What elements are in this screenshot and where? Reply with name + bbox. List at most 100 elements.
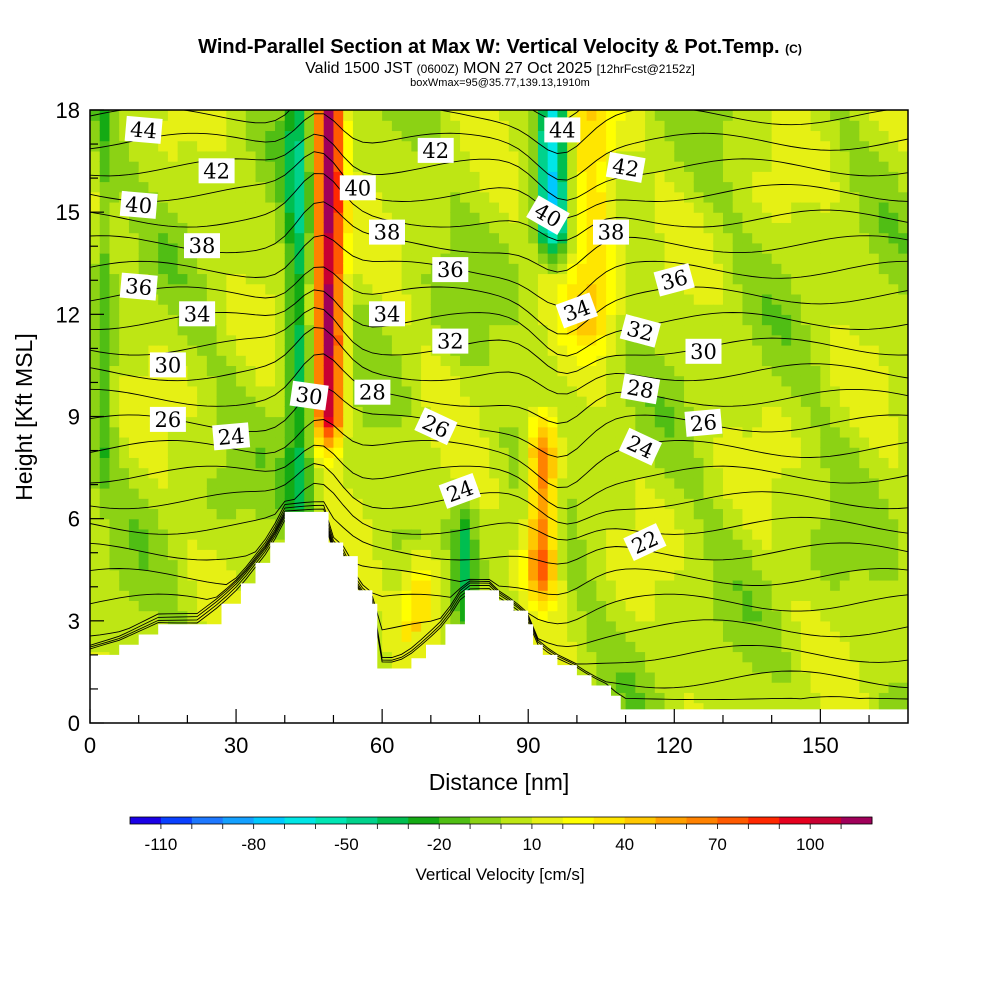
velocity-cell	[148, 436, 159, 448]
velocity-cell	[333, 222, 344, 234]
velocity-cell	[508, 467, 520, 479]
velocity-cell	[869, 191, 880, 203]
velocity-cell	[518, 600, 529, 612]
velocity-cell	[537, 447, 549, 458]
velocity-cell	[830, 150, 841, 162]
velocity-cell	[508, 130, 520, 142]
velocity-cell	[761, 610, 773, 622]
velocity-cell	[421, 181, 432, 193]
velocity-cell	[372, 161, 383, 172]
velocity-cell	[742, 671, 753, 683]
velocity-cell	[820, 171, 831, 183]
velocity-cell	[430, 569, 442, 581]
velocity-cell	[440, 539, 451, 550]
velocity-cell	[713, 682, 724, 693]
velocity-cell	[90, 201, 101, 213]
velocity-cell	[226, 273, 237, 285]
velocity-cell	[236, 457, 247, 469]
velocity-cell	[226, 385, 237, 397]
velocity-cell	[518, 314, 529, 326]
velocity-cell	[761, 324, 773, 336]
velocity-cell	[557, 324, 568, 336]
velocity-cell	[722, 447, 734, 458]
velocity-cell	[333, 447, 344, 458]
velocity-cell	[849, 263, 860, 275]
velocity-cell	[557, 334, 568, 346]
velocity-cell	[382, 477, 393, 489]
velocity-cell	[557, 559, 568, 571]
velocity-cell	[460, 508, 471, 520]
velocity-cell	[810, 375, 821, 387]
velocity-cell	[703, 447, 714, 458]
velocity-cell	[508, 181, 520, 193]
velocity-cell	[800, 539, 812, 550]
velocity-cell	[421, 242, 432, 254]
velocity-cell	[859, 600, 870, 612]
velocity-cell	[90, 549, 101, 561]
velocity-cell	[664, 477, 675, 489]
velocity-cell	[732, 549, 744, 561]
velocity-cell	[411, 518, 422, 530]
velocity-cell	[722, 549, 734, 561]
velocity-cell	[635, 692, 646, 704]
velocity-cell	[518, 263, 529, 275]
velocity-cell	[878, 528, 890, 540]
velocity-cell	[148, 385, 159, 397]
velocity-cell	[684, 150, 695, 162]
velocity-cell	[742, 273, 753, 285]
velocity-cell	[606, 539, 617, 550]
velocity-cell	[654, 222, 666, 234]
velocity-cell	[742, 161, 753, 172]
velocity-cell	[576, 385, 588, 397]
velocity-cell	[869, 365, 880, 377]
velocity-cell	[576, 508, 588, 520]
velocity-cell	[294, 406, 305, 418]
velocity-cell	[752, 590, 763, 601]
velocity-cell	[226, 396, 237, 407]
velocity-cell	[703, 620, 714, 632]
velocity-cell	[216, 467, 227, 479]
velocity-cell	[625, 477, 636, 489]
velocity-cell	[761, 293, 773, 305]
velocity-cell	[450, 385, 461, 397]
velocity-cell	[323, 426, 335, 438]
velocity-cell	[158, 559, 169, 571]
velocity-cell	[761, 477, 773, 489]
velocity-cell	[528, 140, 539, 152]
velocity-cell	[869, 171, 880, 183]
velocity-cell	[167, 293, 179, 305]
velocity-cell	[313, 324, 325, 336]
velocity-cell	[197, 508, 208, 520]
velocity-cell	[333, 232, 344, 244]
velocity-cell	[703, 641, 714, 653]
velocity-cell	[528, 579, 539, 591]
velocity-cell	[693, 477, 705, 489]
velocity-cell	[284, 416, 296, 428]
velocity-cell	[537, 273, 549, 285]
velocity-cell	[411, 365, 422, 377]
velocity-cell	[586, 171, 597, 183]
velocity-cell	[362, 140, 374, 152]
velocity-cell	[460, 498, 471, 510]
velocity-cell	[362, 334, 374, 346]
velocity-cell	[752, 293, 763, 305]
velocity-cell	[430, 559, 442, 571]
velocity-cell	[187, 375, 198, 387]
velocity-cell	[615, 569, 627, 581]
velocity-cell	[800, 130, 812, 142]
velocity-cell	[557, 518, 568, 530]
velocity-cell	[800, 365, 812, 377]
velocity-cell	[284, 201, 296, 213]
velocity-cell	[722, 201, 734, 213]
velocity-cell	[576, 416, 588, 428]
velocity-cell	[596, 631, 607, 642]
velocity-cell	[167, 457, 179, 469]
velocity-cell	[343, 242, 354, 254]
velocity-cell	[615, 273, 627, 285]
velocity-cell	[576, 150, 588, 162]
velocity-cell	[732, 263, 744, 275]
velocity-cell	[859, 130, 870, 142]
velocity-cell	[781, 171, 792, 183]
velocity-cell	[713, 396, 724, 407]
velocity-cell	[732, 661, 744, 673]
